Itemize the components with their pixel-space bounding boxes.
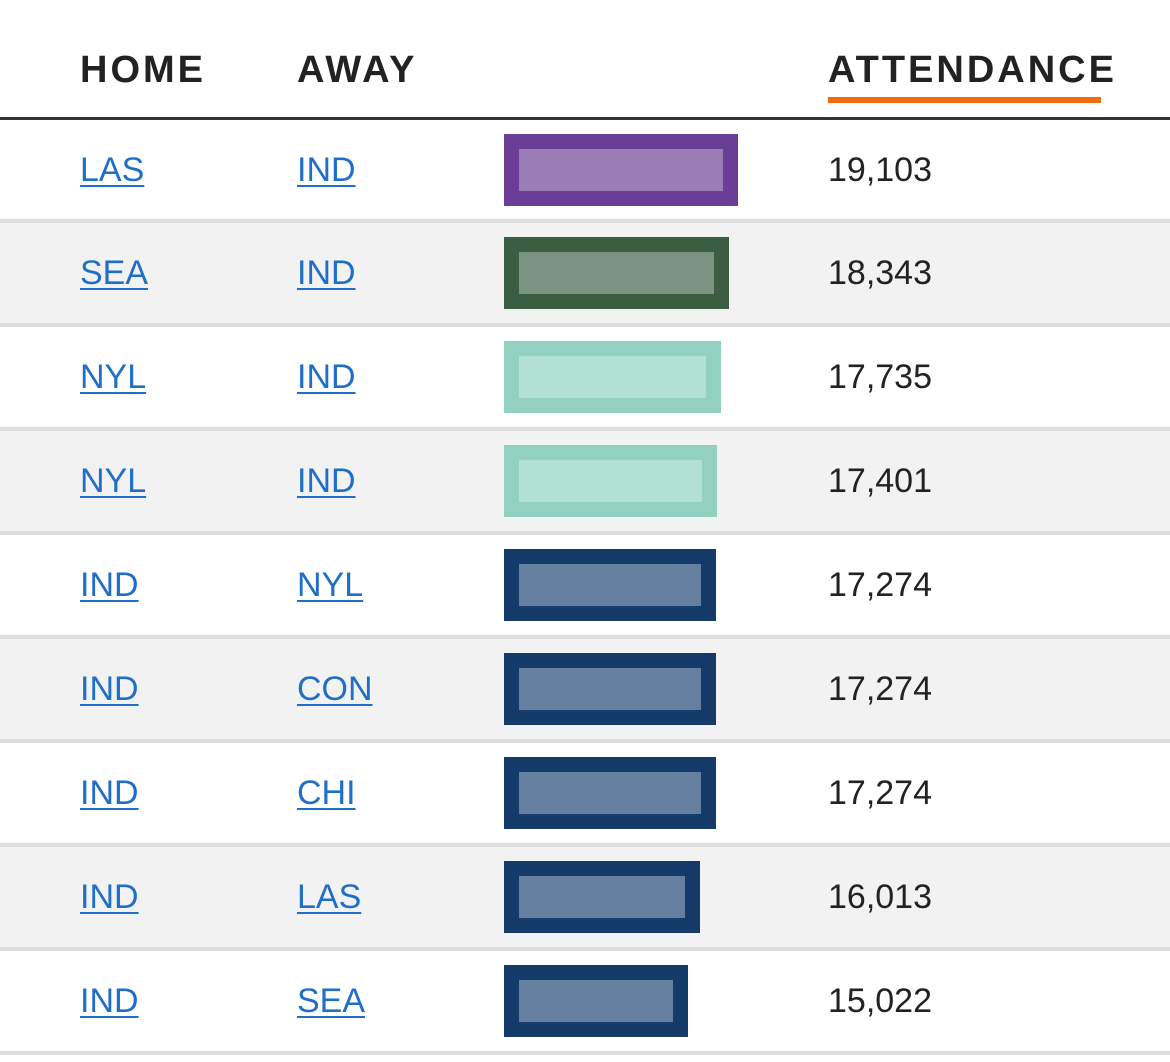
home-team-link[interactable]: IND	[80, 566, 139, 604]
column-header-away[interactable]: AWAY	[297, 49, 418, 91]
away-team-link[interactable]: NYL	[297, 566, 364, 604]
away-team-link[interactable]: IND	[297, 358, 356, 396]
attendance-bar	[504, 134, 738, 206]
table-row: SEA IND 18,343	[0, 223, 1170, 327]
attendance-bar	[504, 445, 717, 517]
attendance-value: 15,022	[828, 982, 932, 1020]
away-team-link[interactable]: IND	[297, 254, 356, 292]
home-team-link[interactable]: SEA	[80, 254, 149, 292]
attendance-value: 16,013	[828, 878, 932, 916]
attendance-bar	[504, 237, 729, 309]
column-header-home[interactable]: HOME	[80, 49, 206, 91]
home-team-link[interactable]: NYL	[80, 462, 147, 500]
table-row: NYL IND 17,401	[0, 431, 1170, 535]
attendance-bar	[504, 341, 721, 413]
sort-indicator	[828, 97, 1101, 103]
table-row: LAS IND 19,103	[0, 120, 1170, 223]
home-team-link[interactable]: IND	[80, 878, 139, 916]
away-team-link[interactable]: CON	[297, 670, 373, 708]
attendance-value: 17,735	[828, 358, 932, 396]
attendance-bar	[504, 549, 716, 621]
away-team-link[interactable]: CHI	[297, 774, 356, 812]
attendance-value: 19,103	[828, 151, 932, 189]
away-team-link[interactable]: SEA	[297, 982, 366, 1020]
home-team-link[interactable]: IND	[80, 774, 139, 812]
table-row: NYL IND 17,735	[0, 327, 1170, 431]
home-team-link[interactable]: IND	[80, 982, 139, 1020]
away-team-link[interactable]: IND	[297, 151, 356, 189]
attendance-bar	[504, 861, 700, 933]
table-row: IND SEA 15,022	[0, 951, 1170, 1055]
attendance-value: 17,274	[828, 670, 932, 708]
table-header: HOME AWAY ATTENDANCE	[0, 0, 1170, 120]
attendance-bar	[504, 653, 716, 725]
table-row: IND CON 17,274	[0, 639, 1170, 743]
attendance-bar	[504, 965, 688, 1037]
attendance-value: 18,343	[828, 254, 932, 292]
table-row: IND NYL 17,274	[0, 535, 1170, 639]
home-team-link[interactable]: NYL	[80, 358, 147, 396]
table-row: IND LAS 16,013	[0, 847, 1170, 951]
attendance-bar	[504, 757, 716, 829]
attendance-value: 17,274	[828, 566, 932, 604]
home-team-link[interactable]: LAS	[80, 151, 145, 189]
attendance-value: 17,401	[828, 462, 932, 500]
away-team-link[interactable]: LAS	[297, 878, 362, 916]
away-team-link[interactable]: IND	[297, 462, 356, 500]
home-team-link[interactable]: IND	[80, 670, 139, 708]
table-row: IND CHI 17,274	[0, 743, 1170, 847]
attendance-value: 17,274	[828, 774, 932, 812]
column-header-attendance[interactable]: ATTENDANCE	[828, 49, 1117, 91]
